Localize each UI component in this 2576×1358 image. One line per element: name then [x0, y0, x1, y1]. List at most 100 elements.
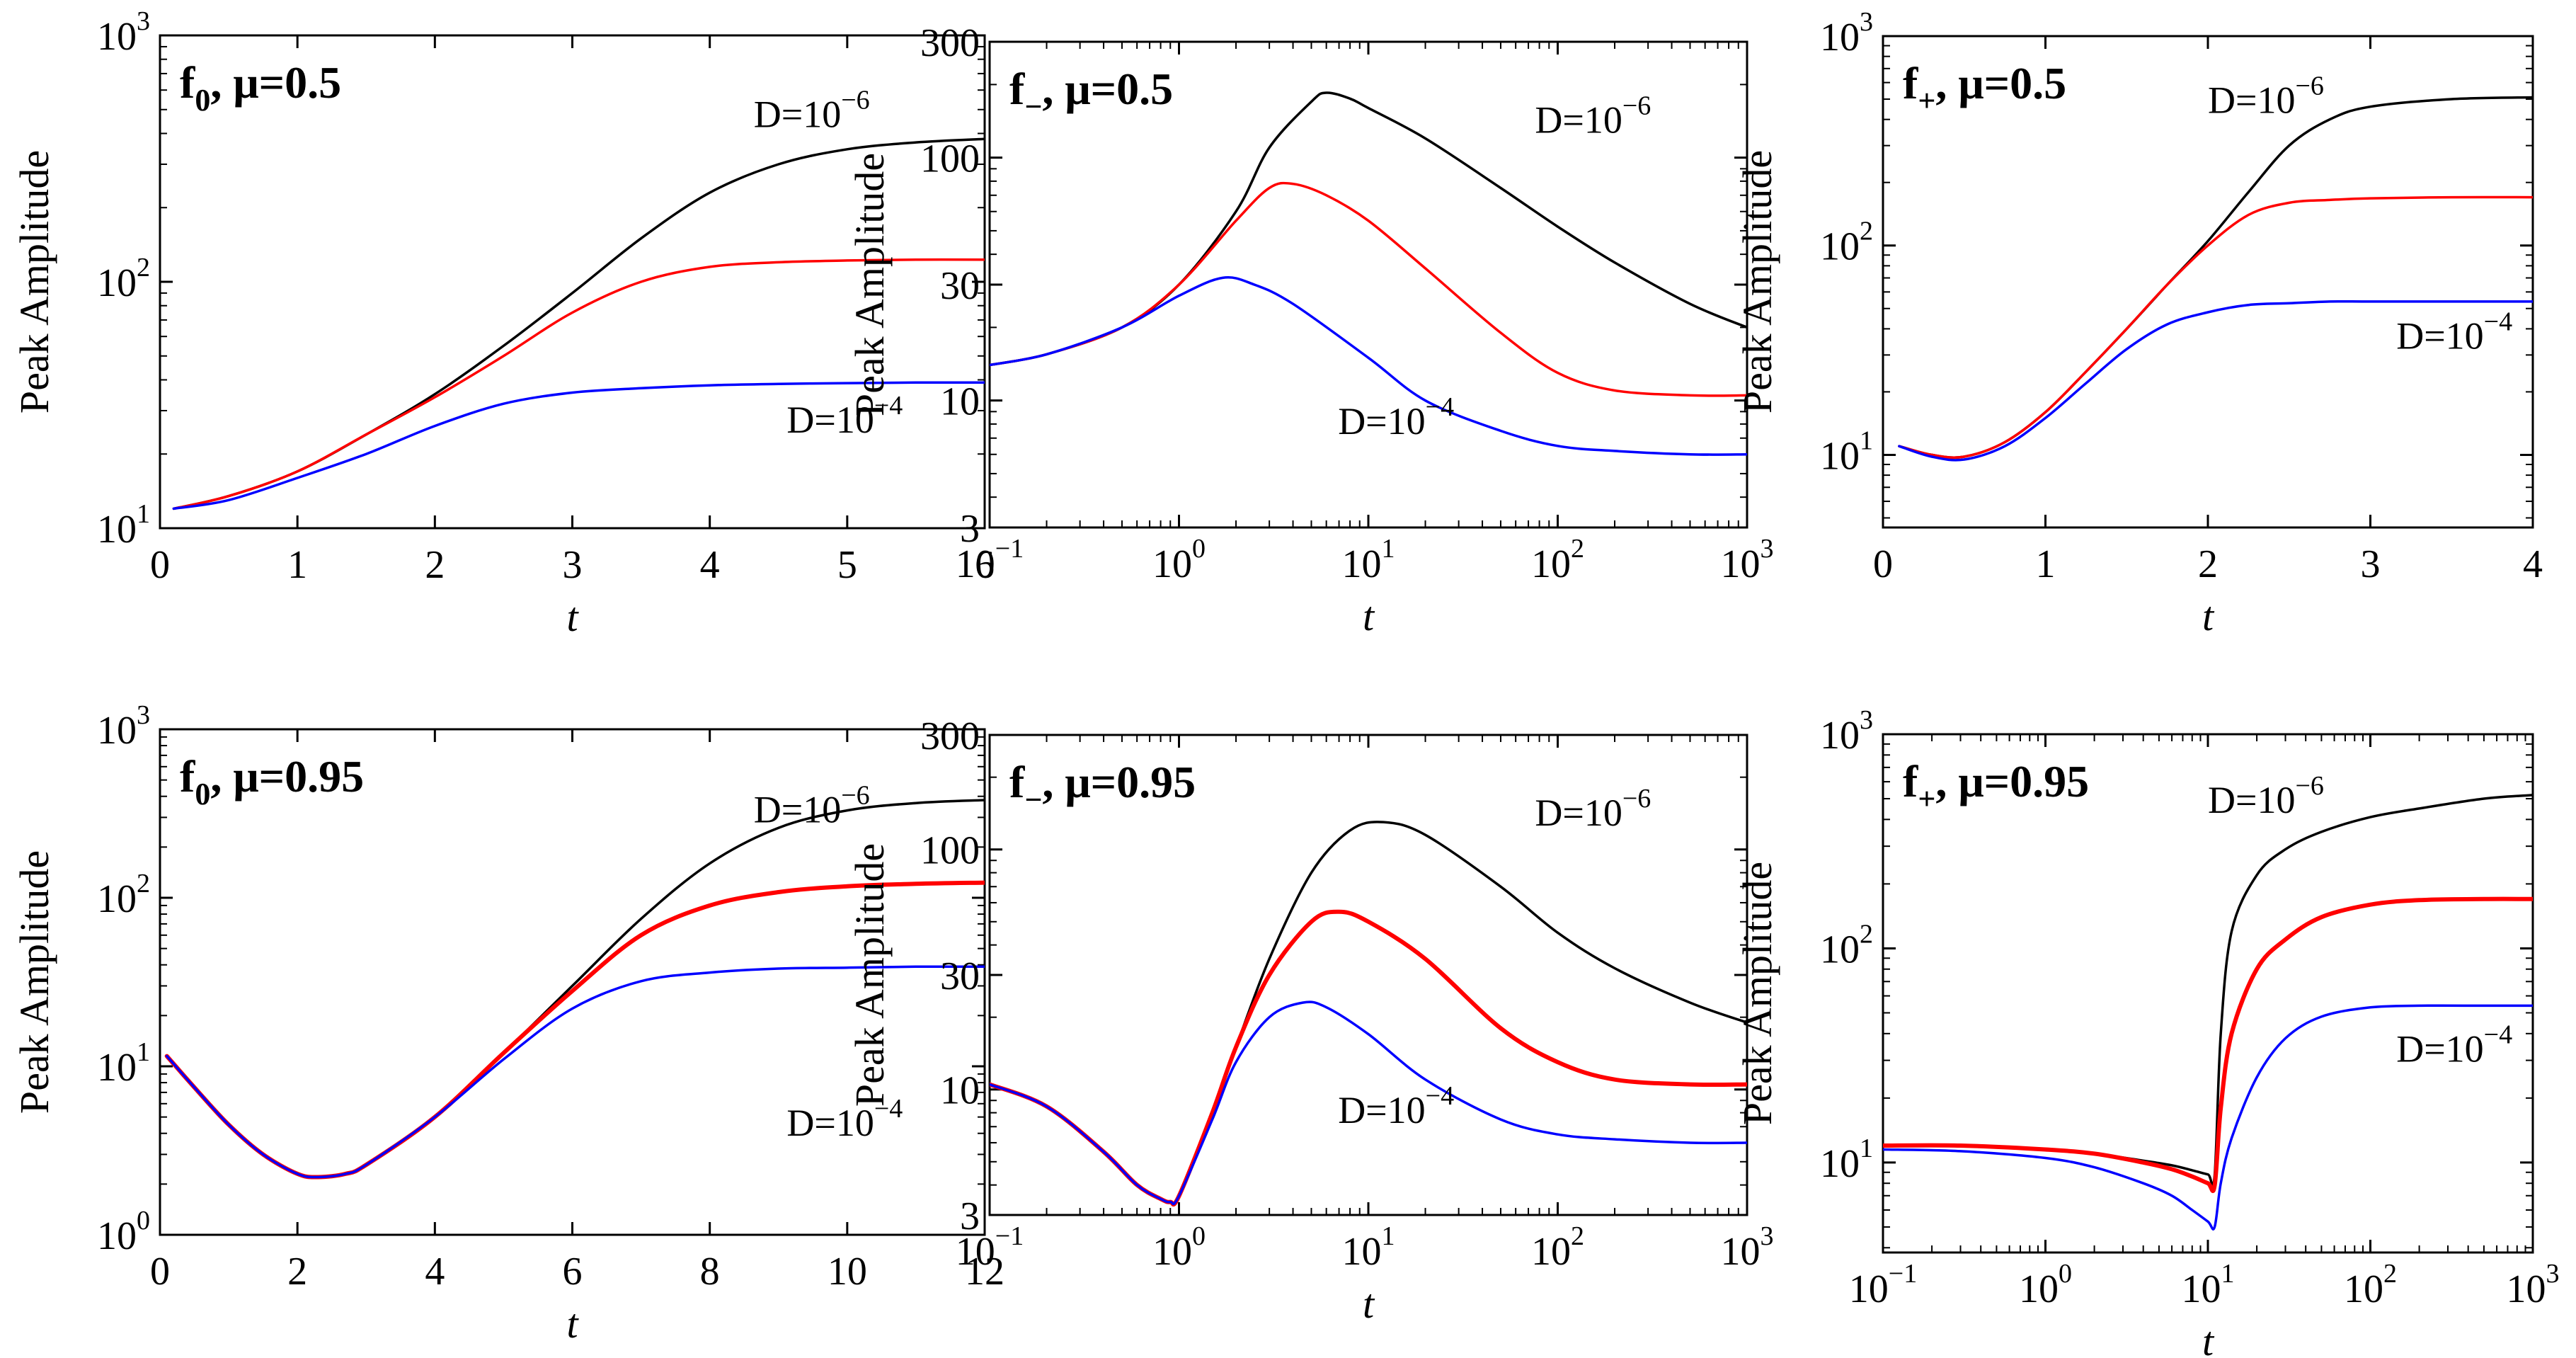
x-tick-label: 3 — [563, 543, 583, 587]
series-line-3 — [990, 276, 1747, 456]
panel-title: f+, μ=0.5 — [1903, 58, 2066, 118]
series-line-2 — [172, 258, 985, 510]
series-label: D=10−4 — [1338, 1081, 1454, 1131]
x-tick-label: 101 — [2182, 1259, 2235, 1311]
x-tick-label: 103 — [1721, 534, 1774, 586]
panel-title-mu: , μ=0.95 — [1935, 756, 2089, 806]
panel-title-func: f — [180, 57, 195, 108]
series-line-3 — [990, 1000, 1747, 1206]
x-tick-label: 100 — [2019, 1259, 2072, 1311]
panel-title: f0, μ=0.5 — [180, 57, 341, 118]
series-group — [990, 91, 1747, 456]
y-tick-label: 101 — [97, 1037, 150, 1090]
series-label: D=10−6 — [1535, 784, 1651, 834]
x-tick-label: 102 — [2344, 1259, 2397, 1311]
panel-title-func: f — [1903, 756, 1918, 806]
x-tick-label: 4 — [700, 543, 720, 587]
y-tick-label: 103 — [97, 6, 150, 59]
y-tick-label: 101 — [1820, 426, 1873, 478]
panel-title-sub: − — [1024, 782, 1042, 817]
x-tick-label: 5 — [837, 543, 857, 587]
series-label: D=10−6 — [754, 86, 870, 136]
y-tick-label: 300 — [920, 714, 980, 758]
panel-title-mu: , μ=0.95 — [1042, 757, 1196, 807]
series-label: D=10−6 — [2208, 771, 2324, 821]
series-group — [1898, 96, 2533, 462]
chart-panel-5: 10−1 100 101 102 103 3 10 30 100 300 f−, μ=0.95 D=1… — [847, 714, 1774, 1327]
panel-title: f+, μ=0.95 — [1903, 756, 2089, 816]
y-tick-label: 102 — [1820, 217, 1873, 269]
y-tick-label: 102 — [97, 869, 150, 921]
x-tick-label: 10−1 — [1849, 1259, 1917, 1311]
x-tick-label: 10−1 — [956, 534, 1024, 586]
x-axis-label: t — [2202, 1318, 2215, 1358]
y-tick-label: 101 — [1820, 1134, 1873, 1186]
panel-title-sub: 0 — [195, 777, 210, 811]
y-tick-label: 3 — [960, 1194, 980, 1238]
series-label: D=10−4 — [2396, 307, 2512, 358]
y-tick-label: 100 — [920, 137, 980, 181]
panel-title: f0, μ=0.95 — [180, 751, 364, 811]
series-label: D=10−6 — [754, 780, 870, 831]
x-tick-label: 12 — [965, 1250, 1004, 1294]
y-tick-label: 102 — [1820, 919, 1873, 971]
y-axis-label: Peak Amplitude — [11, 850, 57, 1114]
y-tick-label: 300 — [920, 21, 980, 65]
x-tick-label: 100 — [1152, 1221, 1206, 1274]
x-tick-label: 2 — [287, 1250, 307, 1294]
y-tick-label: 101 — [97, 499, 150, 552]
y-axis-label: Peak Amplitude — [11, 150, 57, 413]
x-tick-label: 0 — [150, 543, 170, 587]
x-tick-label: 3 — [2361, 542, 2381, 586]
x-tick-label: 0 — [1873, 542, 1893, 586]
x-tick-label: 10 — [828, 1250, 867, 1294]
panel-title-mu: , μ=0.95 — [210, 751, 364, 801]
x-tick-label: 103 — [2507, 1259, 2560, 1311]
x-axis-label: t — [566, 1301, 579, 1347]
y-tick-label: 10 — [940, 380, 980, 424]
y-tick-label: 100 — [97, 1206, 150, 1258]
series-group — [990, 821, 1747, 1207]
x-axis-label: t — [1363, 1281, 1375, 1327]
x-tick-label: 8 — [700, 1250, 720, 1294]
panel-title-sub: + — [1918, 782, 1935, 816]
panel-title: f−, μ=0.95 — [1009, 757, 1196, 817]
x-tick-label: 2 — [425, 543, 445, 587]
series-label: D=10−4 — [786, 391, 903, 441]
x-tick-label: 102 — [1531, 1221, 1584, 1274]
y-tick-label: 102 — [97, 253, 150, 305]
series-label: D=10−6 — [2208, 72, 2324, 122]
x-axis-label: t — [2202, 593, 2215, 639]
y-axis-label: Peak Amplitude — [1734, 862, 1780, 1125]
panel-title-mu: , μ=0.5 — [210, 57, 341, 108]
series-line-2 — [1898, 195, 2533, 459]
panel-title-func: f — [1009, 757, 1025, 807]
y-tick-label: 10 — [940, 1069, 980, 1113]
series-line-3 — [165, 965, 985, 1179]
panel-title-mu: , μ=0.5 — [1042, 64, 1173, 114]
panel-title: f−, μ=0.5 — [1009, 64, 1173, 124]
series-group — [1883, 794, 2533, 1231]
panel-title-func: f — [1903, 58, 1918, 108]
x-tick-label: 102 — [1531, 534, 1584, 586]
panel-title-func: f — [180, 751, 195, 801]
x-tick-label: 103 — [1721, 1221, 1774, 1274]
x-axis-label: t — [566, 594, 579, 640]
series-line-3 — [1883, 1004, 2533, 1231]
x-tick-label: 101 — [1342, 534, 1395, 586]
y-tick-label: 103 — [97, 700, 150, 753]
series-label: D=10−4 — [786, 1094, 903, 1144]
panel-title-sub: 0 — [195, 83, 210, 118]
y-tick-label: 100 — [920, 829, 980, 873]
x-tick-label: 1 — [2036, 542, 2056, 586]
y-tick-label: 3 — [960, 507, 980, 551]
series-line-3 — [172, 381, 985, 510]
x-tick-label: 0 — [150, 1250, 170, 1294]
x-tick-label: 1 — [287, 543, 307, 587]
chart-panel-6: 10−1 100 101 102 103 101 102 103 f+, μ=0.95 D=10−… — [1734, 705, 2560, 1358]
panel-title-sub: + — [1918, 84, 1935, 118]
